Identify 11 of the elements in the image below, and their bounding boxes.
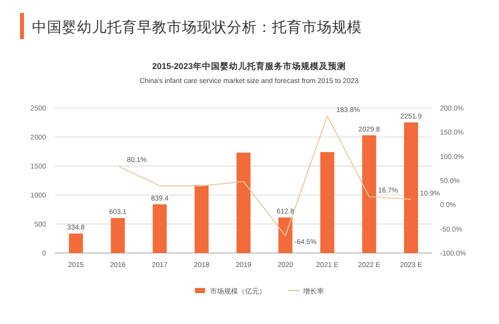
bar bbox=[110, 218, 125, 253]
bar bbox=[236, 152, 250, 253]
bar bbox=[320, 152, 334, 253]
bar bbox=[362, 135, 376, 253]
bar bbox=[194, 185, 209, 253]
bar bbox=[404, 122, 418, 253]
text: 中国婴幼儿托育早教市场现状分析：托育市场规模 bbox=[32, 19, 362, 36]
chart-title: 2015-2023年中国婴幼儿托育服务市场规模及预测 bbox=[152, 60, 346, 71]
bar bbox=[152, 204, 167, 253]
bar bbox=[278, 217, 292, 253]
bar bbox=[68, 234, 83, 253]
